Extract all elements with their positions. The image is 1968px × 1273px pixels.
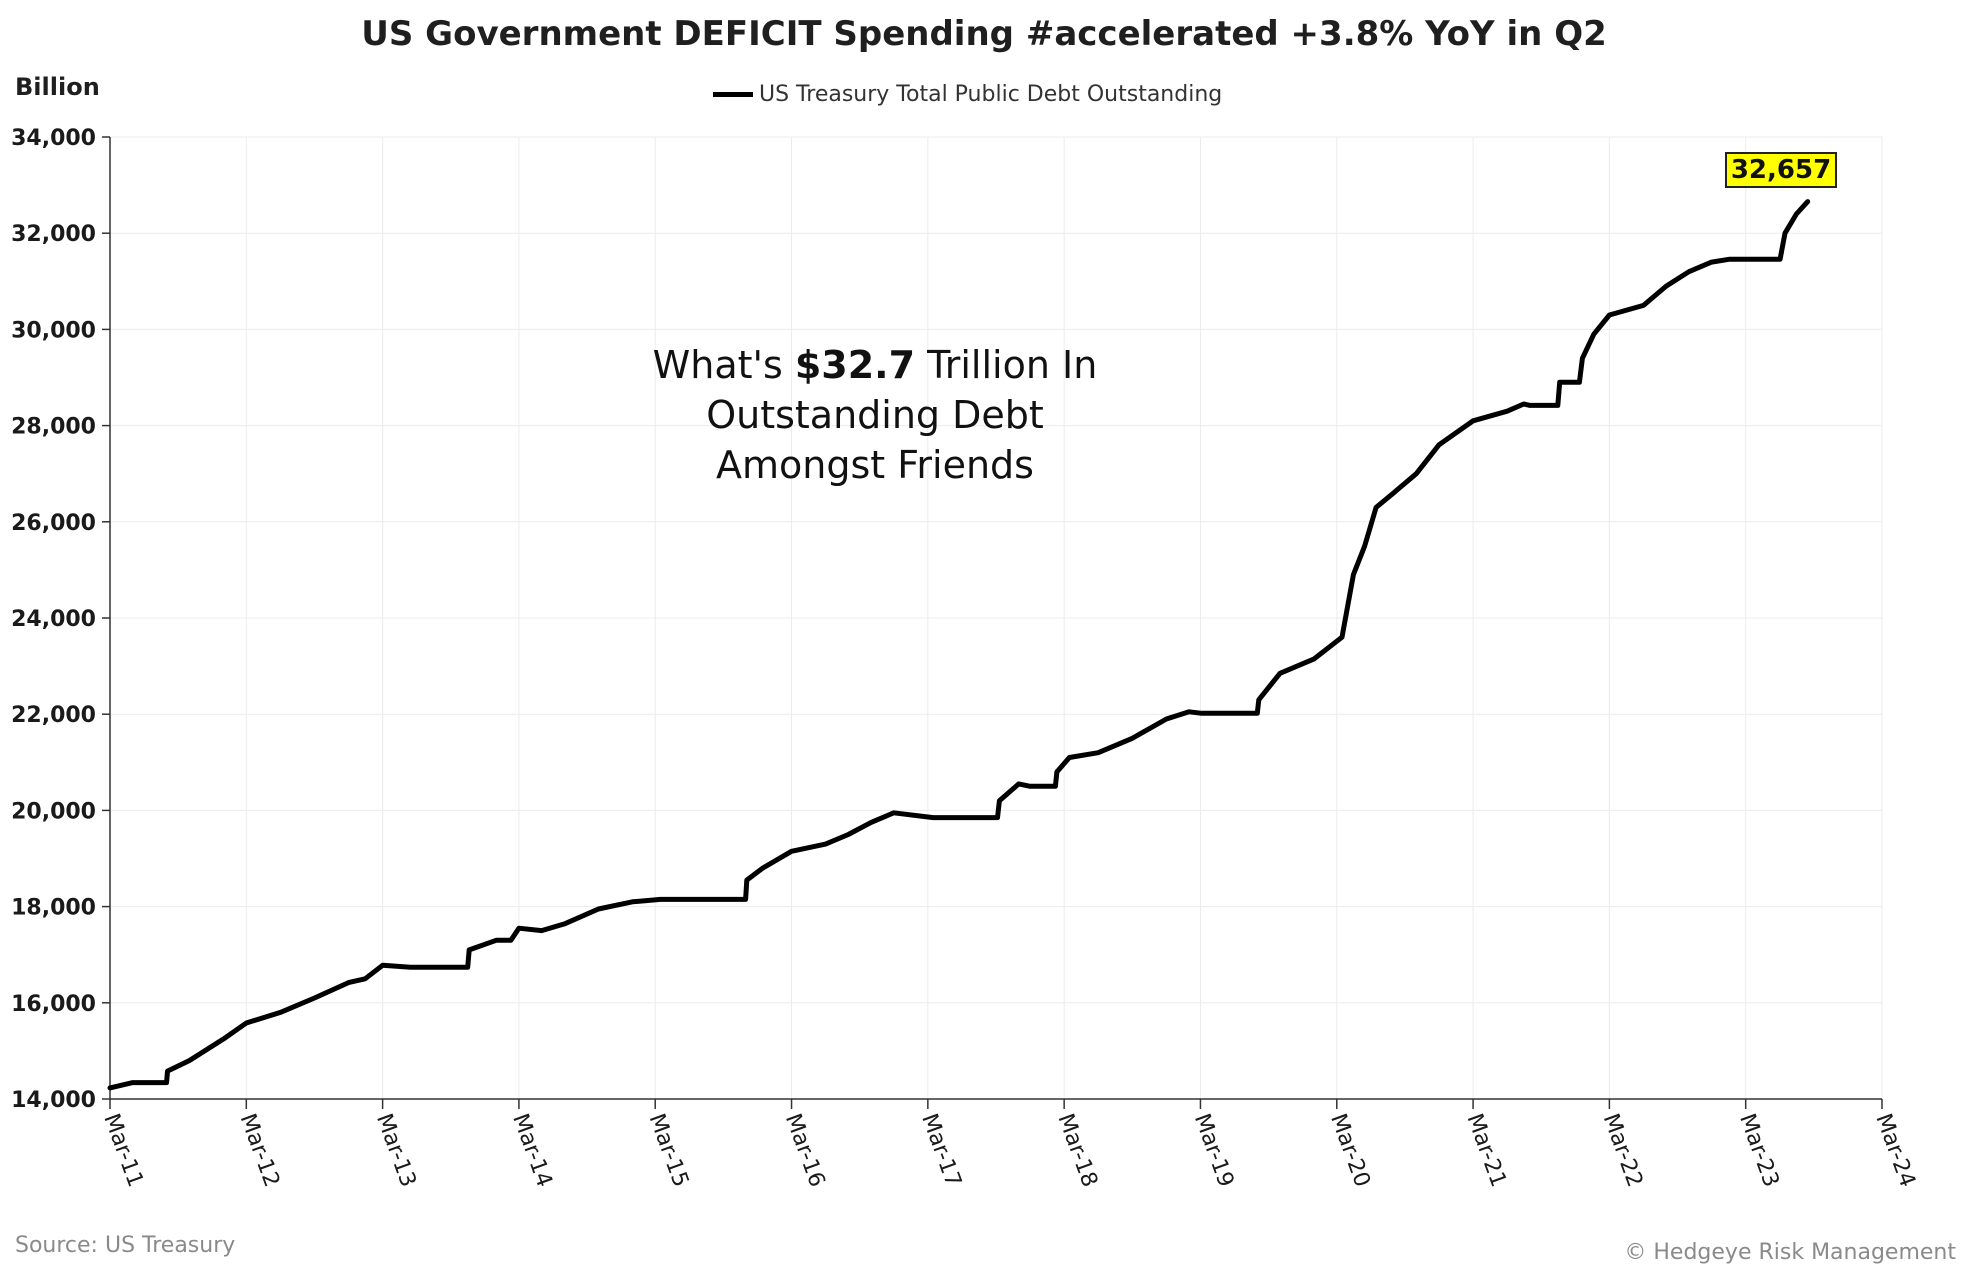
y-tick-label: 22,000 — [11, 703, 96, 728]
y-tick-label: 34,000 — [11, 126, 96, 151]
y-tick-label: 18,000 — [11, 896, 96, 921]
last-value-label: 32,657 — [1725, 152, 1837, 188]
source-note: Source: US Treasury — [15, 1233, 236, 1258]
legend-label: US Treasury Total Public Debt Outstandin… — [759, 82, 1223, 107]
copyright-note: © Hedgeye Risk Management — [1624, 1240, 1956, 1265]
annotation-line-1-pre: What's — [652, 343, 795, 387]
chart-annotation: What's $32.7 Trillion In Outstanding Deb… — [555, 340, 1195, 490]
series-group — [107, 199, 1811, 1091]
x-tick-label: Mar-11 — [98, 1111, 148, 1191]
annotation-line-2: Outstanding Debt — [706, 393, 1044, 437]
x-tick-label: Mar-22 — [1598, 1111, 1648, 1191]
x-tick-label: Mar-18 — [1053, 1111, 1103, 1191]
y-tick-label: 24,000 — [11, 607, 96, 632]
y-tick-label: 14,000 — [11, 1088, 96, 1113]
x-tick-label: Mar-15 — [644, 1111, 694, 1191]
grid-lines — [110, 136, 1883, 1099]
y-tick-label: 32,000 — [11, 222, 96, 247]
series-line — [107, 199, 1811, 1091]
y-tick-label: 26,000 — [11, 511, 96, 536]
x-tick-label: Mar-17 — [916, 1111, 966, 1191]
x-tick-label: Mar-14 — [507, 1111, 557, 1191]
annotation-line-3: Amongst Friends — [716, 443, 1034, 487]
chart-title: US Government DEFICIT Spending #accelera… — [361, 14, 1607, 54]
x-tick-label: Mar-16 — [780, 1111, 830, 1191]
x-tick-label: Mar-13 — [371, 1111, 421, 1191]
annotation-line-1: What's $32.7 Trillion In — [555, 340, 1195, 390]
x-tick-label: Mar-12 — [235, 1111, 285, 1191]
x-tick-label: Mar-23 — [1734, 1111, 1784, 1191]
x-tick-label: Mar-19 — [1189, 1111, 1239, 1191]
y-tick-label: 30,000 — [11, 318, 96, 343]
y-axis-unit-label: Billion — [15, 73, 100, 101]
x-tick-label: Mar-24 — [1870, 1111, 1920, 1191]
annotation-highlight: $32.7 — [794, 343, 916, 387]
legend-swatch — [713, 92, 753, 97]
x-tick-label: Mar-20 — [1325, 1111, 1375, 1191]
legend: US Treasury Total Public Debt Outstandin… — [713, 82, 1222, 107]
y-axis-ticks: 14,000 16,000 18,000 20,000 22,000 24,000 26,0… — [11, 126, 110, 1113]
y-tick-label: 20,000 — [11, 799, 96, 824]
x-tick-label: Mar-21 — [1461, 1111, 1511, 1191]
x-axis-ticks: Mar-11 Mar-12 Mar-13 Mar-14 Mar-15 Mar-16 Mar-… — [98, 1099, 1920, 1191]
annotation-line-1-post: Trillion In — [915, 343, 1098, 387]
y-tick-label: 28,000 — [11, 415, 96, 440]
y-tick-label: 16,000 — [11, 992, 96, 1017]
